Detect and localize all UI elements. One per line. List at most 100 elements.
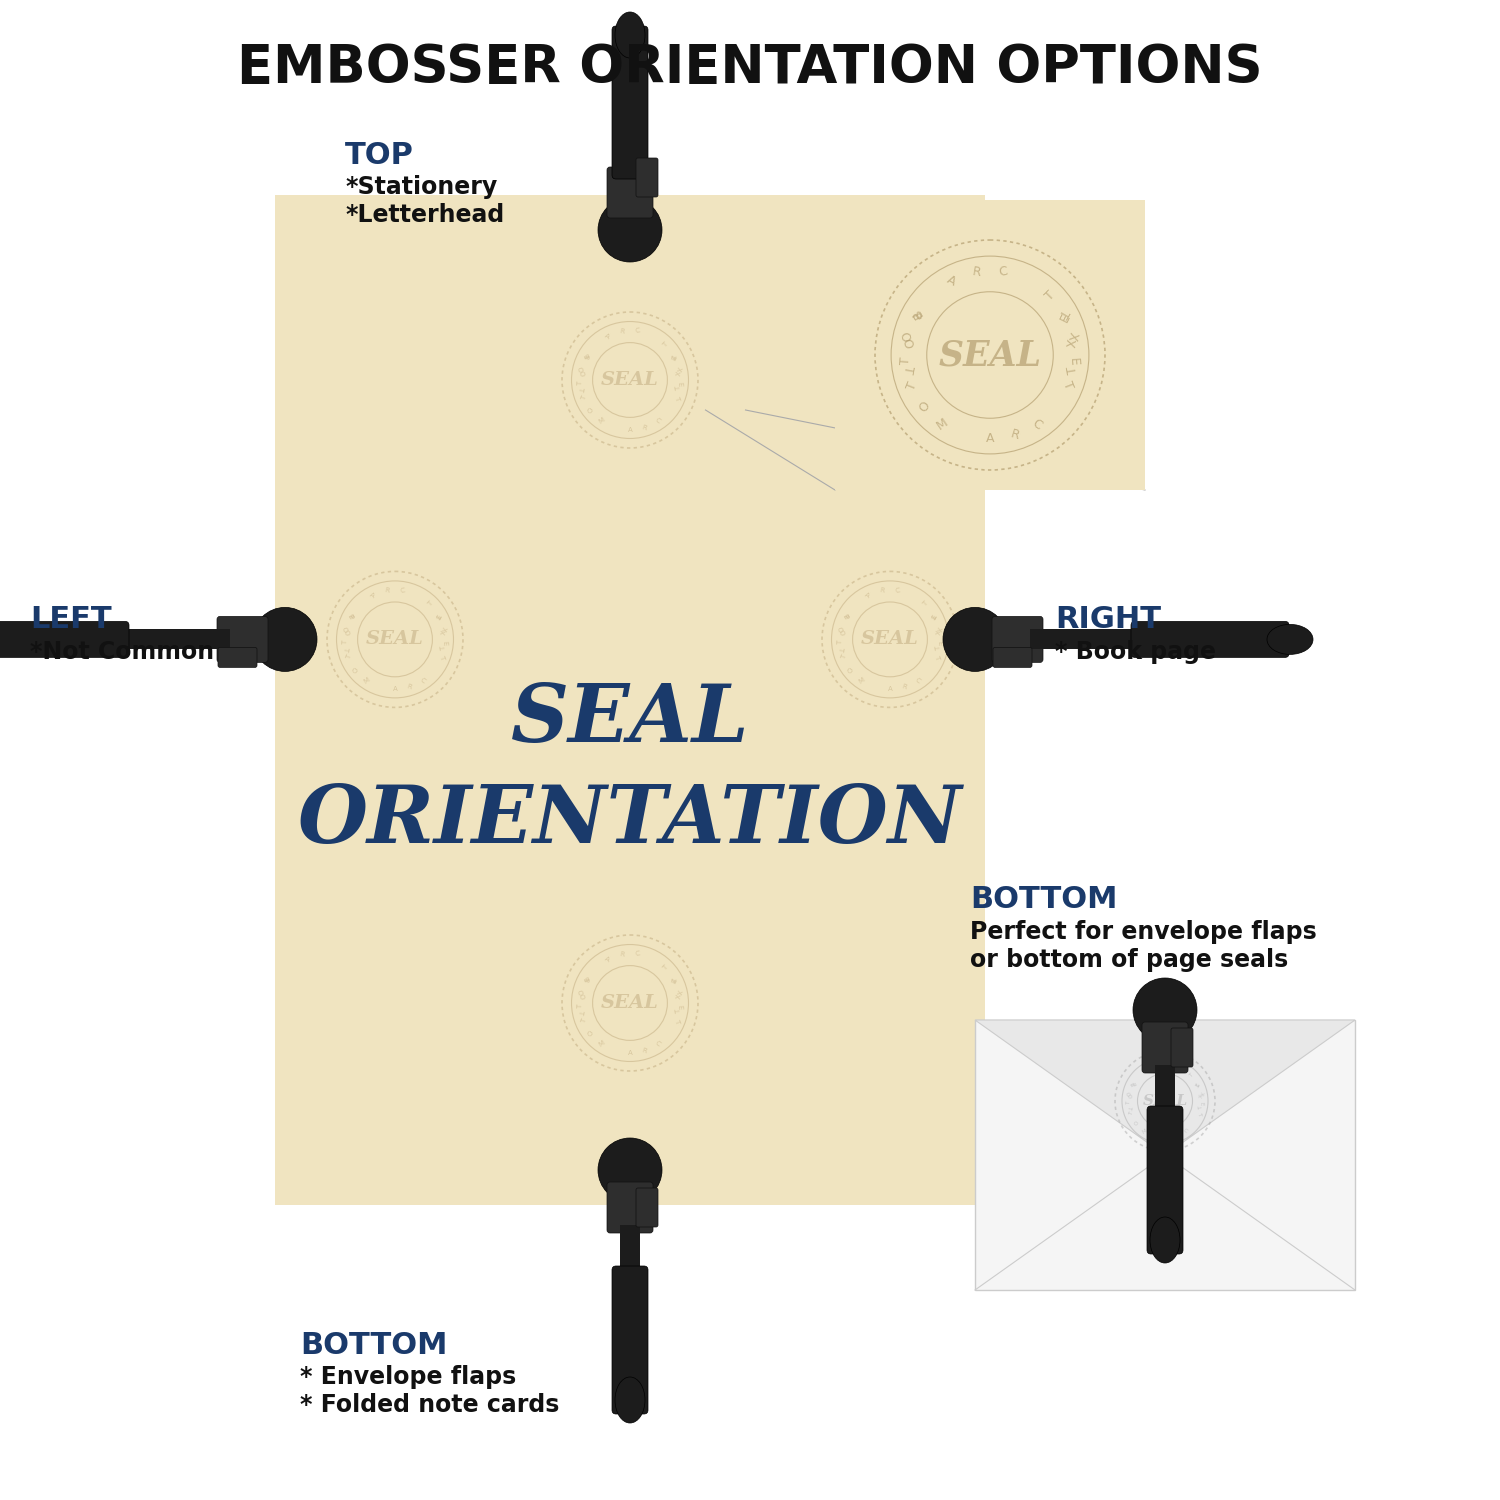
FancyBboxPatch shape (1148, 1106, 1184, 1254)
Bar (975, 1020, 1354, 1290)
Text: C: C (1168, 1062, 1173, 1068)
Text: X: X (1066, 338, 1080, 348)
Text: T: T (580, 1019, 588, 1025)
Text: T: T (662, 342, 669, 350)
Text: M: M (598, 417, 606, 424)
Text: O: O (586, 406, 596, 416)
Text: A: A (604, 332, 610, 339)
Text: R: R (1173, 1132, 1179, 1138)
Text: B: B (843, 610, 850, 618)
Text: O: O (578, 993, 584, 999)
Text: T: T (438, 654, 446, 660)
Text: E: E (436, 614, 442, 621)
Text: A: A (627, 426, 633, 432)
Text: T: T (580, 394, 588, 400)
Text: Perfect for envelope flaps: Perfect for envelope flaps (970, 920, 1317, 944)
Text: R: R (620, 951, 626, 957)
Text: O: O (900, 330, 915, 342)
Text: T: T (578, 381, 584, 386)
Text: O: O (586, 1030, 596, 1038)
FancyBboxPatch shape (612, 26, 648, 178)
Text: RIGHT: RIGHT (1054, 606, 1161, 634)
Text: E: E (936, 640, 942, 645)
Text: T: T (669, 975, 676, 981)
Text: SEAL: SEAL (939, 338, 1041, 372)
FancyBboxPatch shape (636, 1188, 658, 1227)
Text: T: T (578, 386, 585, 392)
Text: X: X (1198, 1094, 1204, 1098)
Text: C: C (634, 951, 640, 957)
FancyBboxPatch shape (1172, 1028, 1192, 1066)
Text: T: T (435, 610, 441, 618)
FancyBboxPatch shape (608, 1182, 652, 1233)
Bar (620, 110, 640, 176)
Text: C: C (400, 586, 405, 594)
Text: T: T (672, 1019, 680, 1025)
Text: T: T (675, 1010, 682, 1014)
Text: ORIENTATION: ORIENTATION (297, 783, 963, 859)
Text: M: M (1142, 1128, 1148, 1134)
FancyBboxPatch shape (636, 158, 658, 196)
Text: X: X (675, 988, 682, 994)
Text: T: T (839, 645, 844, 651)
Bar (274, 195, 986, 1204)
Text: O: O (342, 628, 350, 636)
Bar (836, 200, 1144, 490)
Text: A: A (945, 273, 958, 288)
Text: C: C (896, 586, 900, 594)
Ellipse shape (598, 1138, 662, 1202)
Text: T: T (933, 654, 940, 660)
Text: T: T (837, 640, 843, 645)
Text: SEAL: SEAL (1143, 1094, 1188, 1108)
Text: LEFT: LEFT (30, 606, 111, 634)
Text: P: P (908, 312, 922, 324)
Bar (1030, 630, 1140, 650)
Text: A: A (1162, 1136, 1167, 1140)
Text: R: R (642, 424, 648, 430)
Text: E: E (1058, 312, 1072, 324)
Text: * Book page: * Book page (1054, 640, 1217, 664)
Text: R: R (406, 684, 412, 690)
Text: A: A (393, 686, 398, 692)
Polygon shape (975, 1020, 1354, 1155)
Text: B: B (584, 975, 591, 981)
Ellipse shape (1150, 1216, 1180, 1263)
Text: P: P (582, 356, 590, 362)
Text: T: T (900, 364, 915, 375)
Text: M: M (363, 676, 370, 684)
Text: T: T (345, 654, 352, 660)
Text: SEAL: SEAL (510, 681, 750, 759)
Text: C: C (654, 417, 662, 424)
Text: E: E (670, 978, 678, 984)
Text: M: M (858, 676, 865, 684)
Text: E: E (441, 640, 447, 645)
Text: O: O (900, 338, 914, 350)
Text: T: T (1042, 290, 1058, 303)
FancyBboxPatch shape (608, 166, 652, 218)
Bar (1155, 1065, 1174, 1120)
Text: T: T (578, 1005, 584, 1010)
Text: C: C (634, 327, 640, 334)
Text: O: O (847, 666, 855, 675)
Text: T: T (342, 640, 348, 645)
Text: T: T (1188, 1072, 1194, 1078)
Ellipse shape (1132, 978, 1197, 1042)
Text: C: C (1182, 1128, 1188, 1134)
Text: E: E (1198, 1102, 1204, 1106)
Text: T: T (1196, 1112, 1202, 1118)
Text: T: T (675, 386, 682, 392)
Text: P: P (842, 614, 849, 621)
Text: T: T (1065, 364, 1080, 375)
Text: T: T (930, 610, 936, 618)
Text: BOTTOM: BOTTOM (970, 885, 1118, 915)
Text: T: T (1126, 1106, 1132, 1110)
Bar (620, 1226, 640, 1280)
Text: O: O (1126, 1094, 1131, 1098)
Text: *Not Common: *Not Common (30, 640, 214, 664)
Text: SEAL: SEAL (366, 630, 424, 648)
FancyBboxPatch shape (217, 616, 268, 663)
Text: R: R (620, 327, 626, 334)
Text: SEAL: SEAL (861, 630, 919, 648)
Text: X: X (440, 626, 447, 632)
Bar (120, 630, 230, 650)
